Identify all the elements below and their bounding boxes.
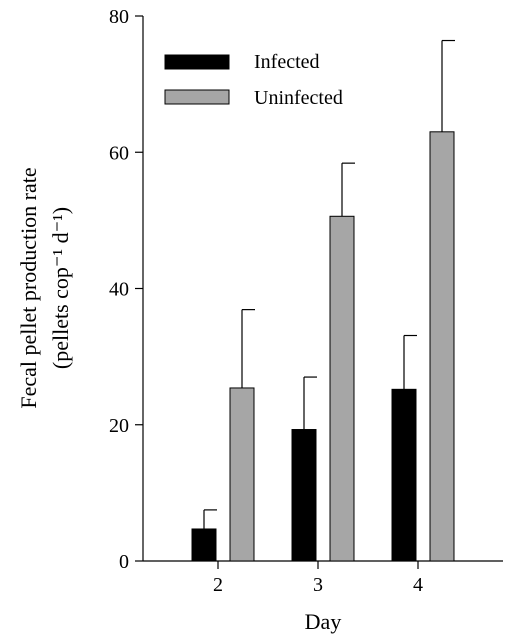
y-tick-label: 20 — [109, 415, 129, 437]
bar-uninfected-day-2 — [229, 387, 255, 562]
y-axis-label-line2: (pellets cop⁻¹ d⁻¹) — [48, 207, 73, 369]
y-axis-label: Fecal pellet production rate (pellets co… — [16, 167, 73, 408]
legend-swatch-infected — [164, 54, 230, 70]
x-axis-ticks: 2 3 4 — [213, 561, 423, 596]
x-tick-label: 4 — [413, 574, 423, 596]
x-tick-label: 2 — [213, 574, 223, 596]
legend: Infected Uninfected — [164, 51, 343, 109]
y-tick-label: 40 — [109, 279, 129, 301]
y-axis-ticks: 0 20 40 60 80 — [109, 6, 143, 573]
y-tick-label: 60 — [109, 142, 129, 164]
bars — [191, 39, 455, 562]
legend-label-infected: Infected — [254, 51, 320, 73]
bar-uninfected-day-4 — [429, 131, 455, 562]
legend-label-uninfected: Uninfected — [254, 87, 343, 109]
x-axis-label: Day — [305, 609, 342, 634]
bar-infected-day-3 — [291, 429, 317, 562]
y-tick-label: 0 — [119, 551, 129, 573]
y-tick-label: 80 — [109, 6, 129, 28]
bar-infected-day-2 — [191, 528, 217, 562]
plot-area: 0 20 40 60 80 2 3 4 — [109, 6, 503, 596]
x-tick-label: 3 — [313, 574, 323, 596]
bar-uninfected-day-3 — [329, 215, 355, 562]
legend-swatch-uninfected — [164, 89, 230, 105]
bar-infected-day-4 — [391, 388, 417, 562]
y-axis-label-line1: Fecal pellet production rate — [16, 167, 41, 408]
